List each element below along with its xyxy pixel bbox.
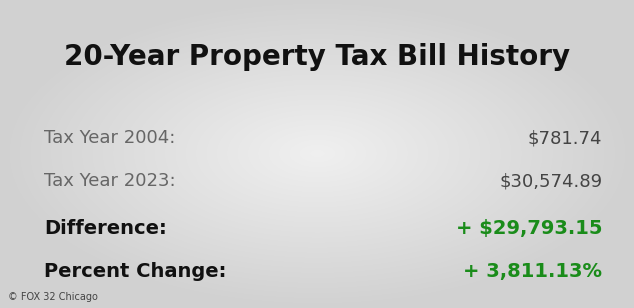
Text: Tax Year 2004:: Tax Year 2004: <box>44 129 176 147</box>
Text: © FOX 32 Chicago: © FOX 32 Chicago <box>8 292 98 302</box>
Text: 20-Year Property Tax Bill History: 20-Year Property Tax Bill History <box>64 43 570 71</box>
Text: Tax Year 2023:: Tax Year 2023: <box>44 172 176 190</box>
Text: + 3,811.13%: + 3,811.13% <box>463 262 602 281</box>
Text: Difference:: Difference: <box>44 219 167 238</box>
Text: + $29,793.15: + $29,793.15 <box>456 219 602 238</box>
Text: $781.74: $781.74 <box>527 129 602 147</box>
Text: Percent Change:: Percent Change: <box>44 262 227 281</box>
Text: $30,574.89: $30,574.89 <box>499 172 602 190</box>
